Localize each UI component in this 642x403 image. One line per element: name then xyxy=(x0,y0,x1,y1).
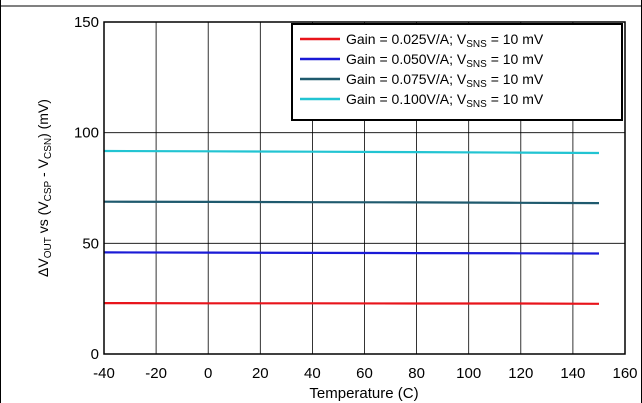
x-axis-label: Temperature (C) xyxy=(309,385,418,402)
x-tick-label: 140 xyxy=(560,365,585,382)
x-tick-label: 120 xyxy=(508,365,533,382)
legend-entry-1: Gain = 0.025V/A; VSNS = 10 mV xyxy=(346,31,544,50)
x-tick-label: 160 xyxy=(612,365,637,382)
series-line-4 xyxy=(103,149,600,155)
x-tick-labels: -40 -20 0 20 40 60 80 100 120 140 160 xyxy=(93,365,637,382)
legend-entry-2: Gain = 0.050V/A; VSNS = 10 mV xyxy=(346,51,544,70)
series-line-2 xyxy=(103,251,600,255)
y-tick-label: 50 xyxy=(82,235,99,252)
legend-entry-4: Gain = 0.100V/A; VSNS = 10 mV xyxy=(346,91,544,110)
y-tick-labels: 0 50 100 150 xyxy=(74,14,99,363)
x-tick-label: -20 xyxy=(145,365,167,382)
y-tick-label: 100 xyxy=(74,125,99,142)
series-line-1 xyxy=(103,302,600,305)
x-tick-label: 80 xyxy=(408,365,425,382)
x-tick-label: 100 xyxy=(456,365,481,382)
series-line-3 xyxy=(103,200,600,205)
y-tick-label: 150 xyxy=(74,14,99,31)
y-axis-label: ΔVOUT vs (VCSP - VCSN) (mV) xyxy=(35,99,54,277)
x-tick-label: 0 xyxy=(204,365,212,382)
series-layer xyxy=(103,149,600,305)
x-tick-label: 20 xyxy=(252,365,269,382)
plot-area-border xyxy=(103,21,626,355)
legend-box xyxy=(291,23,623,121)
x-tick-label: 40 xyxy=(304,365,321,382)
legend-entry-3: Gain = 0.075V/A; VSNS = 10 mV xyxy=(346,71,544,90)
y-tick-label: 0 xyxy=(91,346,99,363)
x-tick-label: -40 xyxy=(93,365,115,382)
x-tick-label: 60 xyxy=(356,365,373,382)
